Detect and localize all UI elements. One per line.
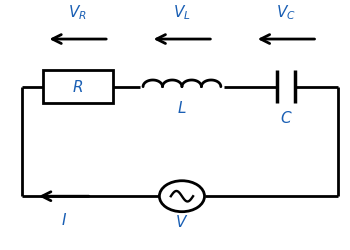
Text: $I$: $I$ [61, 212, 67, 228]
Text: $C$: $C$ [280, 110, 292, 126]
Bar [43, 70, 112, 103]
Text: $V_L$: $V_L$ [173, 4, 191, 22]
Text: $V_R$: $V_R$ [68, 4, 87, 22]
Text: $R$: $R$ [72, 79, 83, 95]
Text: $L$: $L$ [177, 100, 187, 116]
Text: $V_C$: $V_C$ [276, 4, 296, 22]
Text: $V$: $V$ [175, 214, 189, 230]
